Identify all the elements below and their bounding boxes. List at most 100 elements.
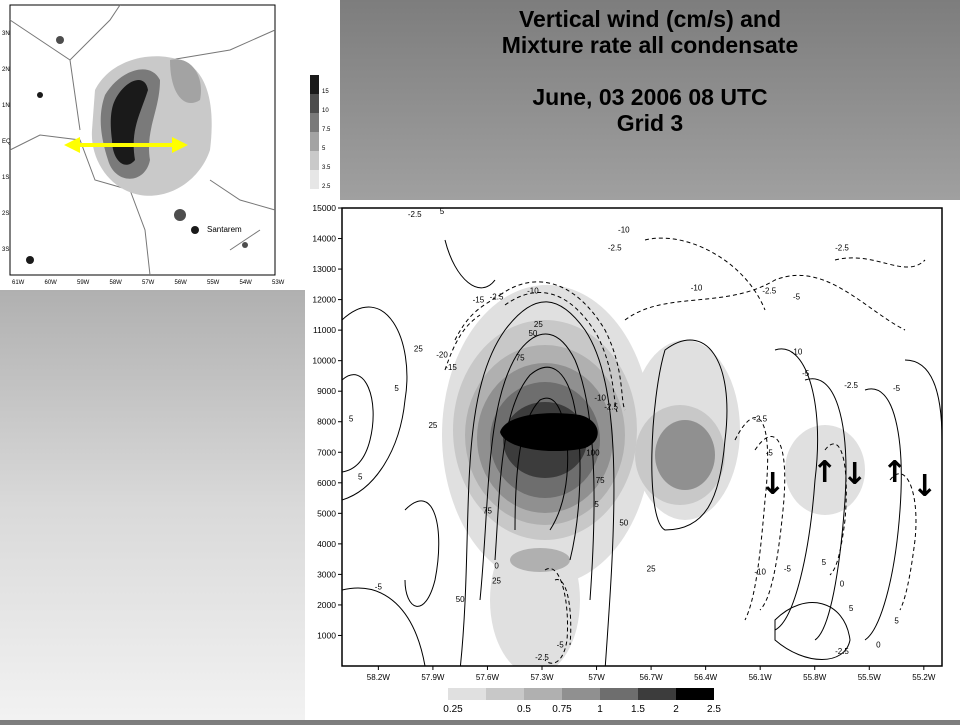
contour-label: -10 [527,286,539,295]
shading-legend: 0.25 0.5 0.75 1 1.5 2 2.5 [443,688,721,715]
title-line-1: Vertical wind (cm/s) and [518,6,782,32]
contour-solid [494,366,581,561]
map-y-tick: 3S [2,247,9,253]
down-arrow-icon: ↓ [842,457,868,492]
contour-solid [444,239,496,289]
shading-legend-label: 0.75 [552,704,572,715]
y-tick-label: 6000 [317,478,336,488]
map-legend-swatch [310,113,319,132]
map-x-tick: 54W [240,280,253,286]
contour-label: -2.5 [490,293,504,302]
map-y-tick: 1N [2,103,10,109]
contour-label: 25 [534,320,543,329]
contour-label: 25 [414,345,423,354]
contour-label: 25 [492,577,501,586]
contour-solid [774,602,851,660]
shading-legend-swatch [448,688,486,700]
map-cloud-cell [174,209,186,221]
map-x-ticks: 61W 60W 59W 58W 57W 56W 55W 54W 53W [12,280,285,286]
y-tick-label: 8000 [317,417,336,427]
title-line-3: June, 03 2006 08 UTC [532,84,768,110]
contour-label: 5 [894,616,899,625]
shade-level-3 [510,548,570,572]
map-x-tick: 56W [175,280,188,286]
contour-label: 50 [456,595,465,604]
chart-title: Vertical wind (cm/s) and Mixture rate al… [345,6,955,136]
map-y-tick: 2S [2,211,9,217]
map-x-tick: 59W [77,280,90,286]
contour-label: -2.5 [753,415,767,424]
down-arrow-icon: ↓ [760,467,786,502]
contour-label: -2.5 [762,286,776,295]
contour-label: -20 [436,351,448,360]
y-tick-label: 7000 [317,447,336,457]
map-cloud-cell [56,36,64,44]
contour-label: 5 [349,415,354,424]
contour-label: -5 [893,384,901,393]
contour-label: 75 [483,506,492,515]
contour-label: -10 [791,348,803,357]
contour-solid [342,374,374,473]
map-x-tick: 61W [12,280,25,286]
map-y-ticks: 3N 2N 1N EQ 1S 2S 3S [2,31,11,253]
contour-solid [804,378,847,641]
contour-label: 50 [528,329,537,338]
x-tick-label: 57.9W [421,673,445,682]
plot-area: -2.5 5-2.5-10-152550-20-1575-10-2.5100757… [342,208,942,666]
contour-label: 5 [849,604,854,613]
map-legend-label: 3.5 [322,165,331,171]
x-tick-label: 56.4W [694,673,718,682]
up-arrow-icon: ↑ [882,455,908,490]
map-cloud-cell [26,256,34,264]
shading-legend-label: 1 [597,704,603,715]
contour-label: -10 [618,225,630,234]
contour-label: 5 [394,384,399,393]
shading-legend-swatch [562,688,600,700]
map-legend-label: 5 [322,146,326,152]
shading-legend-label: 2.5 [707,704,721,715]
contour-solid [774,348,819,631]
shading-legend-swatch [676,688,714,700]
contour-label: -2.5 [608,244,622,253]
contour-label: -5 [375,583,383,592]
x-tick-label: 57.6W [476,673,500,682]
contour-label: 25 [428,421,437,430]
y-tick-label: 11000 [313,325,336,335]
contour-solid [864,388,902,641]
contour-label: -5 [557,641,565,650]
map-legend-label: 7.5 [322,127,331,133]
contour-label: 25 [647,564,656,573]
shading-legend-swatch [600,688,638,700]
map-x-tick: 55W [207,280,220,286]
map-legend-swatch [310,151,319,170]
cross-section-panel: -2.5 5 -2.5 -10 -15 25 50 -20 -15 75 -10 -2.5 100 75 7… [305,200,960,720]
contour-label: -5 [793,293,801,302]
contour-solid [651,339,728,531]
map-inset: Santarem 61W 60W 59W 58W 57W 56W 55W 54W 53W 3N 2… [0,0,340,290]
map-legend-label: 15 [322,89,329,95]
contour-label: 5 [822,558,827,567]
map-legend-swatch [310,94,319,113]
contour-dashed [504,292,618,413]
y-tick-label: 14000 [312,234,336,244]
y-tick-label: 3000 [317,569,336,579]
contour-labels: -2.5 5-2.5-10-152550-20-1575-10-2.5100757… [349,208,901,662]
contour-label: 100 [586,448,600,457]
contour-label: -2.5 [535,653,549,662]
map-legend-label: 2.5 [322,184,331,190]
contour-label: -2.5 [835,244,849,253]
contour-label: -2.5 [604,403,618,412]
y-tick-label: 15000 [312,203,336,213]
map-legend-swatch [310,170,319,189]
up-arrow-icon: ↑ [812,455,838,490]
y-tick-label: 10000 [312,356,336,366]
contour-dashed [444,237,926,664]
contour-label: -5 [766,448,774,457]
contour-dashed [734,417,769,621]
contour-dashed [499,281,626,411]
contour-label: -10 [594,393,606,402]
x-tick-label: 57.3W [530,673,554,682]
contour-dashed [544,567,569,664]
contour-label: -2.5 [835,647,849,656]
contour-dashed [624,274,906,331]
